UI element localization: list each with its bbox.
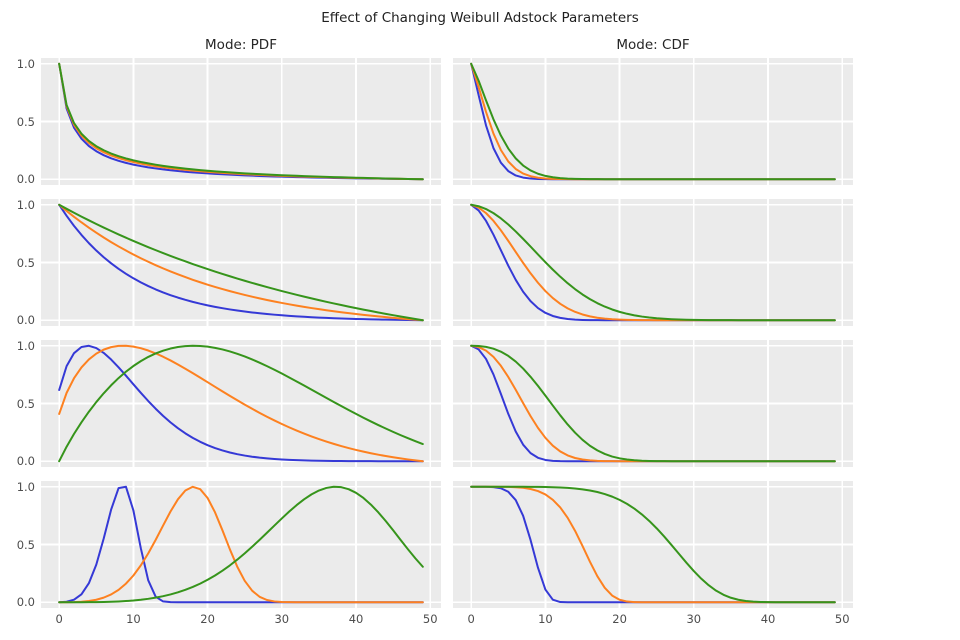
plot-panel-pdf-row3 (41, 340, 441, 467)
plot-svg-pdf-row1 (41, 58, 441, 185)
x-tick-label: 40 (348, 612, 364, 626)
x-tick-label: 10 (126, 612, 141, 626)
grid-lines (453, 481, 853, 608)
x-tick-label: 50 (422, 612, 438, 626)
curve-pdf-row2-scale20 (58, 203, 424, 322)
curve-pdf-row3-scale20 (58, 344, 424, 463)
grid-lines (453, 199, 853, 326)
grid-lines (41, 58, 441, 185)
x-tick-label: 30 (686, 612, 702, 626)
x-tick-label: 0 (467, 612, 475, 626)
x-tick-label: 10 (538, 612, 553, 626)
y-tick-label: 1.0 (16, 56, 35, 71)
subplot-title-cdf: Mode: CDF (616, 37, 690, 53)
subplot-title-pdf: Mode: PDF (205, 37, 277, 53)
figure-title: Effect of Changing Weibull Adstock Param… (321, 10, 639, 26)
curve-pdf-row2-scale40 (58, 203, 424, 322)
curve-pdf-row2-scale10 (58, 203, 424, 322)
curve-pdf-row1-scale40 (58, 62, 424, 181)
plot-panel-pdf-row4 (41, 481, 441, 608)
y-tick-label: 1.0 (16, 479, 35, 494)
y-tick-label: 0.5 (16, 537, 35, 552)
plot-svg-cdf-row1 (453, 58, 853, 185)
curve-pdf-row4-scale40 (58, 485, 424, 604)
y-tick-label: 0.0 (16, 454, 35, 469)
curve-pdf-row3-scale10 (58, 344, 424, 463)
grid-lines (41, 199, 441, 326)
curve-pdf-row3-scale30 (58, 344, 424, 463)
plot-panel-pdf-row2 (41, 199, 441, 326)
curve-cdf-row4-scale40 (470, 485, 836, 604)
x-tick-label: 30 (274, 612, 290, 626)
curve-cdf-row1-scale40 (470, 62, 836, 181)
plot-panel-pdf-row1 (41, 58, 441, 185)
y-tick-label: 0.5 (16, 114, 35, 129)
y-tick-label: 1.0 (16, 338, 35, 353)
plot-panel-cdf-row4 (453, 481, 853, 608)
curve-cdf-row3-scale30 (470, 344, 836, 463)
y-tick-label: 0.0 (16, 595, 35, 610)
x-tick-label: 40 (760, 612, 776, 626)
plot-svg-pdf-row2 (41, 199, 441, 326)
x-tick-label: 0 (55, 612, 63, 626)
plot-svg-pdf-row4 (41, 481, 441, 608)
y-tick-label: 0.5 (16, 255, 35, 270)
plot-panel-cdf-row3 (453, 340, 853, 467)
plot-panel-cdf-row1 (453, 58, 853, 185)
y-tick-label: 0.0 (16, 172, 35, 187)
plot-svg-cdf-row4 (453, 481, 853, 608)
plot-panel-cdf-row2 (453, 199, 853, 326)
plot-svg-cdf-row3 (453, 340, 853, 467)
x-tick-label: 20 (612, 612, 627, 626)
x-tick-label: 50 (834, 612, 850, 626)
curve-pdf-row4-scale20 (58, 485, 424, 604)
y-tick-label: 0.0 (16, 313, 35, 328)
curve-cdf-row2-scale80 (470, 203, 836, 322)
y-tick-label: 1.0 (16, 197, 35, 212)
y-tick-label: 0.5 (16, 396, 35, 411)
plot-svg-pdf-row3 (41, 340, 441, 467)
x-tick-label: 20 (200, 612, 215, 626)
plot-svg-cdf-row2 (453, 199, 853, 326)
